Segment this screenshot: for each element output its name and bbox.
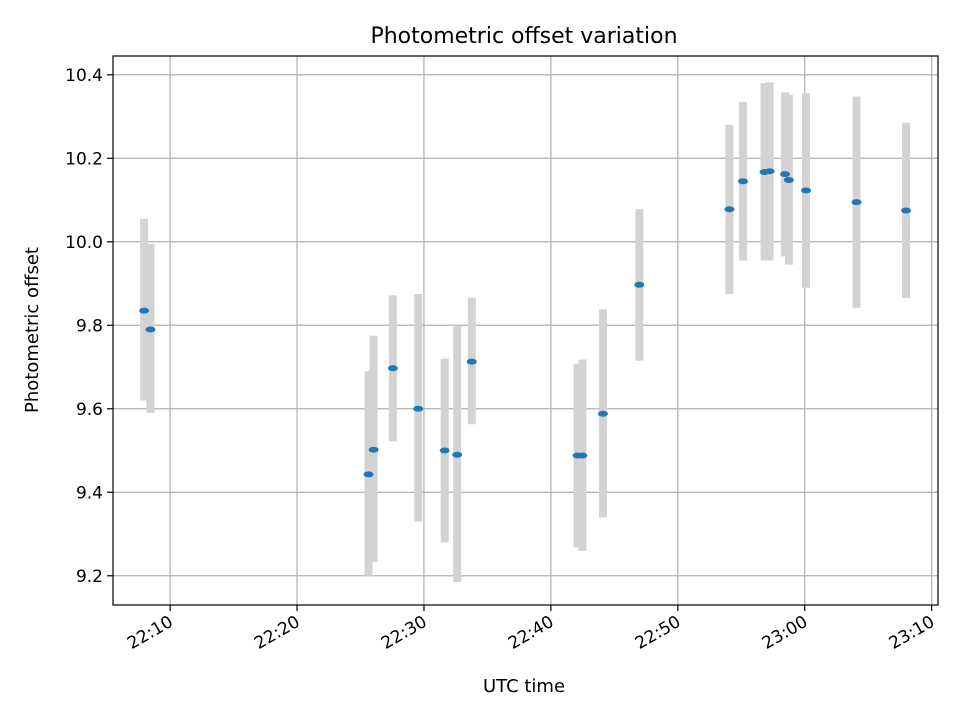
y-tick-label: 9.8 <box>76 316 103 336</box>
y-axis-label: Photometric offset <box>22 247 43 413</box>
data-points <box>139 168 912 478</box>
y-tick-label: 9.6 <box>76 400 103 420</box>
error-bars <box>140 82 911 583</box>
data-point <box>368 446 379 453</box>
y-axis-ticks: 9.2 9.4 9.6 9.8 10.0 10.2 10.4 <box>65 66 113 587</box>
x-tick-label: 22:20 <box>251 612 303 654</box>
data-point <box>737 178 748 185</box>
data-point <box>413 405 424 412</box>
plot-area-frame <box>112 55 939 606</box>
data-point <box>597 410 608 417</box>
data-point <box>801 187 811 194</box>
data-point <box>780 171 791 178</box>
data-point <box>452 451 463 458</box>
data-point <box>387 365 398 372</box>
data-point <box>145 326 156 333</box>
data-point <box>634 281 645 288</box>
x-tick-label: 22:50 <box>632 612 684 654</box>
data-point <box>764 168 775 175</box>
grid <box>113 56 938 605</box>
data-point <box>577 452 588 459</box>
y-tick-label: 9.2 <box>76 567 103 587</box>
y-tick-label: 9.4 <box>76 483 103 503</box>
y-tick-label: 10.4 <box>65 66 103 86</box>
y-tick-label: 10.2 <box>65 149 103 169</box>
data-point <box>783 176 794 183</box>
x-tick-label: 23:10 <box>886 612 938 654</box>
data-point <box>363 471 374 478</box>
x-tick-label: 23:00 <box>759 612 811 654</box>
chart-title: Photometric offset variation <box>370 24 677 49</box>
data-point <box>466 358 477 365</box>
data-point <box>724 206 735 213</box>
y-tick-label: 10.0 <box>65 233 103 253</box>
data-point <box>139 307 150 314</box>
data-point <box>901 207 912 214</box>
x-tick-label: 22:30 <box>378 612 430 654</box>
x-tick-label: 22:40 <box>505 612 557 654</box>
x-tick-label: 22:10 <box>124 612 176 654</box>
x-axis-ticks: 22:10 22:20 22:30 22:40 22:50 23:00 23:10 <box>124 605 938 654</box>
data-point <box>439 447 450 454</box>
x-axis-label: UTC time <box>483 676 565 697</box>
data-point <box>851 199 862 206</box>
